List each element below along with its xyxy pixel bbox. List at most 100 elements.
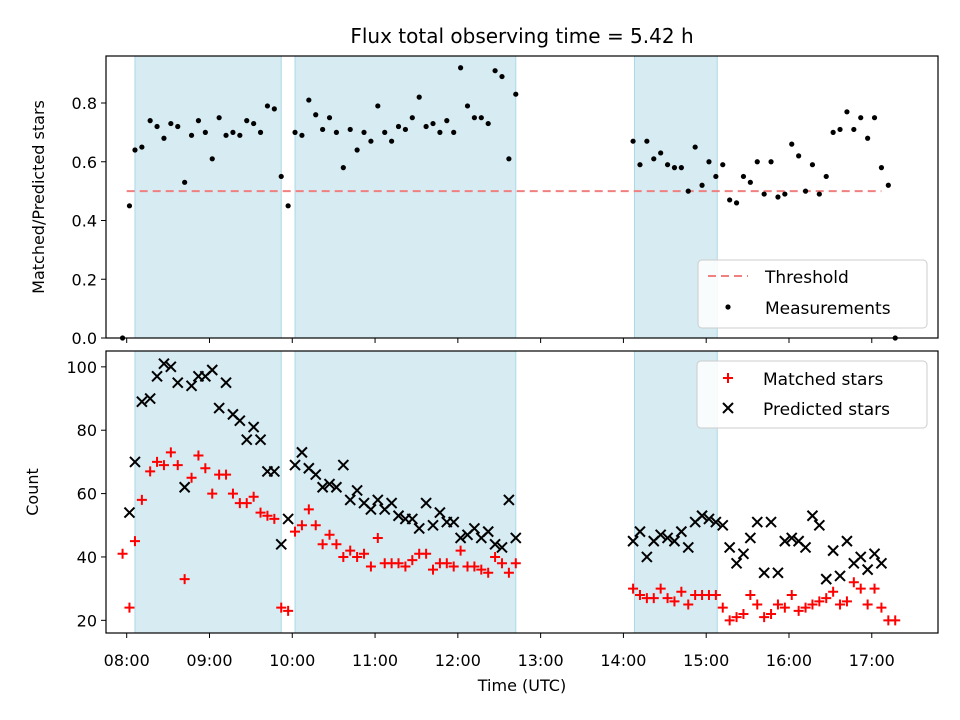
predicted-star-point [144,392,156,405]
matched-star-point [766,608,777,619]
measurement-point [347,126,353,133]
matched-star-point [503,567,514,578]
measurement-point [368,138,374,144]
predicted-star-point [129,456,141,468]
measurement-point [809,162,816,168]
matched-star-point [193,450,204,461]
predicted-star-point [406,513,419,525]
predicted-star-point [730,557,743,569]
predicted-star-point [654,529,667,541]
predicted-star-point [482,525,494,538]
predicted-star-point [503,494,515,506]
top-y-ticks: 0.0 0.2 0.4 0.6 0.8 [72,94,106,348]
measurement-point [768,159,774,165]
matched-star-point [862,599,873,610]
x-tick-label: 14:00 [600,651,646,670]
bottom-axes-frame [105,350,939,634]
bottom-x-ticks: 08:00 09:00 10:00 11:00 12:00 13:00 14:00 15:00… [104,633,895,670]
predicted-star-point [806,510,819,522]
predicted-star-point [758,567,770,579]
measurement-point [216,115,222,121]
top-legend: Threshold Measurements [697,259,928,329]
matched-star-point [648,593,659,604]
x-tick-label: 13:00 [518,651,564,670]
matched-star-point [772,599,783,610]
matched-star-point [276,602,287,613]
matched-star-point [890,615,901,626]
matched-star-point [158,460,169,471]
x-tick-label: 17:00 [849,651,895,670]
measurement-point [375,103,381,109]
measurement-point [720,162,726,168]
bottom-y-axis-label: Count [23,468,42,516]
measurement-point [202,129,208,135]
matched-star-point [807,599,818,610]
predicted-star-point [310,468,322,481]
matched-star-point [310,520,321,531]
measurement-point [423,123,429,130]
predicted-star-point [289,459,301,471]
predicted-star-point [661,532,674,544]
matched-star-point [814,596,825,607]
measurement-point [485,120,491,127]
bottom-legend: Matched stars Predicted stars [696,360,928,429]
matched-star-point [738,608,749,619]
measurement-point [837,126,843,133]
matched-star-point [179,574,190,585]
legend-box [696,360,928,429]
measurement-point [458,65,464,71]
matched-star-point [855,583,866,594]
predicted-star-point [489,538,501,550]
chart-title: Flux total observing time = 5.42 h [350,24,693,48]
y-tick-label: 0.4 [72,212,97,231]
matched-star-point [352,551,363,562]
matched-star-point [752,599,763,610]
measurement-point [182,179,188,185]
matched-star-point [662,593,673,604]
measurement-point [878,165,885,171]
matched-star-point [269,513,280,524]
measurement-point [126,203,133,209]
measurement-point [285,203,291,209]
predicted-star-point [241,434,253,446]
matched-star-point [724,615,735,626]
matched-star-point [262,510,273,521]
legend-threshold-label: Threshold [764,268,849,288]
predicted-star-point [372,494,384,506]
y-tick-label: 100 [66,358,97,377]
matched-star-point [828,586,839,597]
measurement-point [885,182,891,188]
matched-star-point [345,545,356,556]
measurement-point [492,68,498,74]
matched-star-point [421,548,432,559]
legend-matched-swatch [723,373,733,383]
matched-star-point [283,605,294,616]
measurement-point [513,91,519,97]
predicted-star-point [282,513,294,525]
measurement-point [671,165,678,171]
predicted-star-point [875,557,888,569]
predicted-star-point [779,535,791,547]
matched-star-point [428,564,439,575]
y-tick-label: 0.8 [72,94,97,113]
predicted-star-point [206,364,218,376]
measurements-series [119,65,898,341]
predicted-star-point [316,481,329,493]
matched-star-point [628,583,639,594]
predicted-star-point [323,478,336,490]
measurement-point [796,153,802,159]
predicted-star-point [855,551,867,563]
predicted-star-point [392,510,405,522]
predicted-stars-series [123,357,888,585]
matched-stars-series [117,447,901,626]
matched-star-point [759,612,770,623]
matched-star-point [483,567,494,578]
matched-star-point [510,558,521,569]
y-tick-label: 80 [77,421,97,440]
predicted-star-point [799,541,812,554]
matched-star-point [407,555,418,566]
predicted-star-point [344,494,356,506]
top-x-ticks [126,338,873,343]
predicted-star-point [158,357,170,370]
